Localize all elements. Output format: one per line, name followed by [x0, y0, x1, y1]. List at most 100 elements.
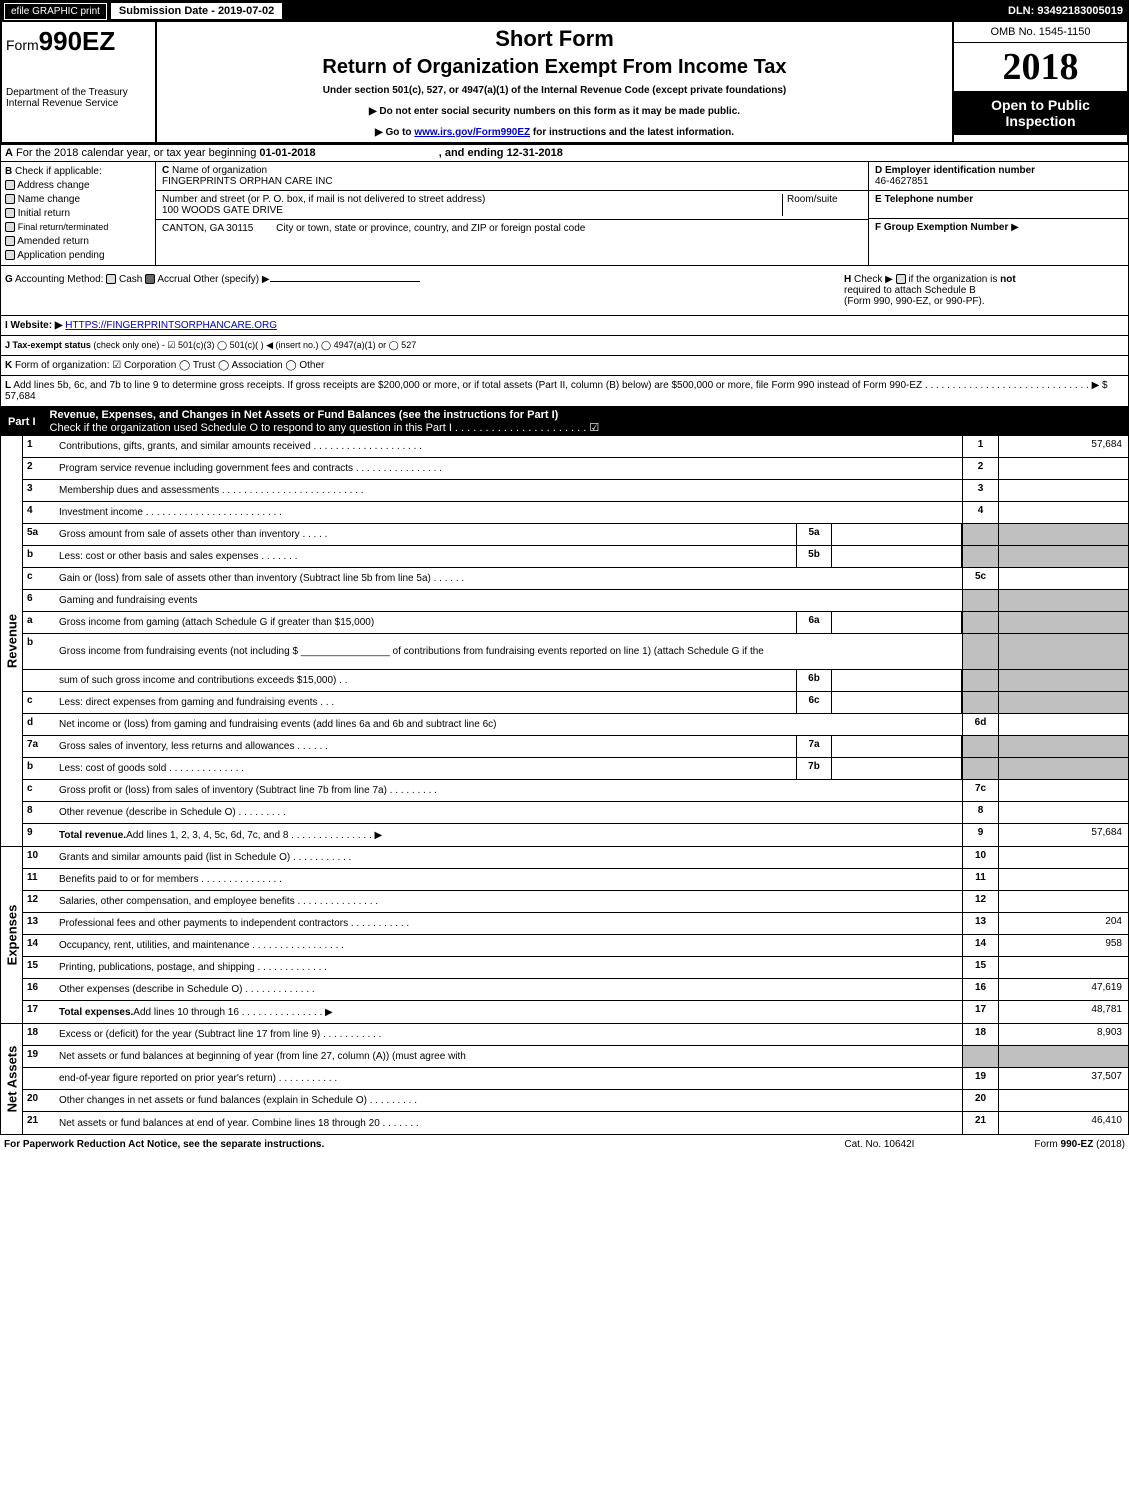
line1-num: 1	[23, 436, 55, 457]
line2-desc: Program service revenue including govern…	[55, 458, 962, 479]
line10-desc: Grants and similar amounts paid (list in…	[55, 847, 962, 868]
chk-initial-return[interactable]	[5, 208, 15, 218]
line14-desc: Occupancy, rent, utilities, and maintena…	[55, 935, 962, 956]
line19b-num	[23, 1068, 55, 1089]
line13-desc: Professional fees and other payments to …	[55, 913, 962, 934]
line7a-desc: Gross sales of inventory, less returns a…	[55, 736, 796, 757]
chk-name-label: Name change	[18, 194, 80, 205]
line7b-desc: Less: cost of goods sold . . . . . . . .…	[55, 758, 796, 779]
line20-desc: Other changes in net assets or fund bala…	[55, 1090, 962, 1111]
line16-box: 16	[962, 979, 998, 1000]
line9-box: 9	[962, 824, 998, 846]
h-text2: if the organization is	[908, 274, 1000, 285]
return-title: Return of Organization Exempt From Incom…	[161, 56, 948, 79]
line6b-num: b	[23, 634, 55, 669]
line16-desc: Other expenses (describe in Schedule O) …	[55, 979, 962, 1000]
line19-desc: Net assets or fund balances at beginning…	[55, 1046, 962, 1067]
j-row: J Tax-exempt status (check only one) - ☑…	[0, 336, 1129, 356]
line8-desc: Other revenue (describe in Schedule O) .…	[55, 802, 962, 823]
form-num: 990EZ	[39, 26, 116, 56]
line6a-greyval	[998, 612, 1128, 633]
line19b-desc: end-of-year figure reported on prior yea…	[55, 1068, 962, 1089]
website-label: I Website: ▶	[5, 320, 63, 331]
chk-final-label: Final return/terminated	[18, 222, 109, 232]
dln-number: DLN: 93492183005019	[1008, 5, 1129, 17]
address-row: Number and street (or P. O. box, if mail…	[156, 191, 868, 220]
line6b-greybox	[962, 634, 998, 669]
line19-greyval	[998, 1046, 1128, 1067]
chk-name-change[interactable]	[5, 194, 15, 204]
f-label: F Group Exemption Number	[875, 222, 1008, 233]
chk-final-return[interactable]	[5, 222, 15, 232]
line12-desc: Salaries, other compensation, and employ…	[55, 891, 962, 912]
line6d-num: d	[23, 714, 55, 735]
line17-text: Add lines 10 through 16 . . . . . . . . …	[133, 1007, 332, 1018]
section-def: D Employer identification number 46-4627…	[868, 162, 1128, 265]
irs-link[interactable]: www.irs.gov/Form990EZ	[414, 127, 530, 138]
line7b-subval	[832, 758, 962, 779]
open-public-badge: Open to Public Inspection	[954, 91, 1127, 135]
section-b-checkboxes: B Check if applicable: Address change Na…	[1, 162, 156, 265]
line11-val	[998, 869, 1128, 890]
line1-desc: Contributions, gifts, grants, and simila…	[55, 436, 962, 457]
netassets-section: Net Assets 18Excess or (deficit) for the…	[0, 1024, 1129, 1135]
form-header: Form990EZ Department of the Treasury Int…	[0, 22, 1129, 144]
line13-num: 13	[23, 913, 55, 934]
top-bar: efile GRAPHIC print Submission Date - 20…	[0, 0, 1129, 22]
line6b2-desc: sum of such gross income and contributio…	[55, 670, 796, 691]
line18-desc: Excess or (deficit) for the year (Subtra…	[55, 1024, 962, 1045]
line5a-greybox	[962, 524, 998, 545]
line15-box: 15	[962, 957, 998, 978]
line6c-desc: Less: direct expenses from gaming and fu…	[55, 692, 796, 713]
line19-num: 19	[23, 1046, 55, 1067]
line8-box: 8	[962, 802, 998, 823]
line10-box: 10	[962, 847, 998, 868]
line7b-greyval	[998, 758, 1128, 779]
org-name-row: C Name of organization FINGERPRINTS ORPH…	[156, 162, 868, 191]
chk-application-pending[interactable]	[5, 250, 15, 260]
chk-schedule-b[interactable]	[896, 274, 906, 284]
website-link[interactable]: HTTPS://FINGERPRINTSORPHANCARE.ORG	[65, 320, 277, 331]
gh-row: G Accounting Method: Cash Accrual Other …	[0, 266, 1129, 316]
chk-address-change[interactable]	[5, 180, 15, 190]
form-prefix: Form	[6, 37, 39, 53]
chk-amended-return[interactable]	[5, 236, 15, 246]
line6-desc: Gaming and fundraising events	[55, 590, 962, 611]
line20-box: 20	[962, 1090, 998, 1111]
line9-pre: Total revenue.	[59, 830, 126, 841]
line4-box: 4	[962, 502, 998, 523]
city-val: CANTON, GA 30115	[162, 223, 253, 234]
tax-year-end: 12-31-2018	[507, 147, 563, 159]
chk-cash[interactable]	[106, 274, 116, 284]
chk-accrual[interactable]	[145, 274, 155, 284]
section-a: A For the 2018 calendar year, or tax yea…	[0, 144, 1129, 162]
f-arrow: ▶	[1011, 222, 1019, 233]
city-row: CANTON, GA 30115 City or town, state or …	[156, 220, 868, 248]
page-footer: For Paperwork Reduction Act Notice, see …	[0, 1135, 1129, 1154]
expenses-side-label: Expenses	[1, 847, 23, 1023]
line21-box: 21	[962, 1112, 998, 1134]
line21-num: 21	[23, 1112, 55, 1134]
efile-print-button[interactable]: efile GRAPHIC print	[4, 3, 107, 20]
line14-val: 958	[998, 935, 1128, 956]
expenses-lines: 10Grants and similar amounts paid (list …	[23, 847, 1128, 1023]
g-text: Accounting Method:	[15, 274, 103, 285]
addr-label: Number and street (or P. O. box, if mail…	[162, 194, 485, 205]
part1-check-text: Check if the organization used Schedule …	[50, 422, 600, 434]
d-label: D Employer identification number	[875, 165, 1035, 176]
line5b-greybox	[962, 546, 998, 567]
line5a-sub: 5a	[796, 524, 832, 545]
line12-box: 12	[962, 891, 998, 912]
line15-val	[998, 957, 1128, 978]
line20-num: 20	[23, 1090, 55, 1111]
line14-box: 14	[962, 935, 998, 956]
line6-greybox	[962, 590, 998, 611]
line7a-num: 7a	[23, 736, 55, 757]
line19b-val: 37,507	[998, 1068, 1128, 1089]
line6c-subval	[832, 692, 962, 713]
chk-pending-label: Application pending	[17, 250, 104, 261]
expenses-section: Expenses 10Grants and similar amounts pa…	[0, 847, 1129, 1024]
line14-num: 14	[23, 935, 55, 956]
line6b2-subval	[832, 670, 962, 691]
e-label: E Telephone number	[875, 194, 973, 205]
